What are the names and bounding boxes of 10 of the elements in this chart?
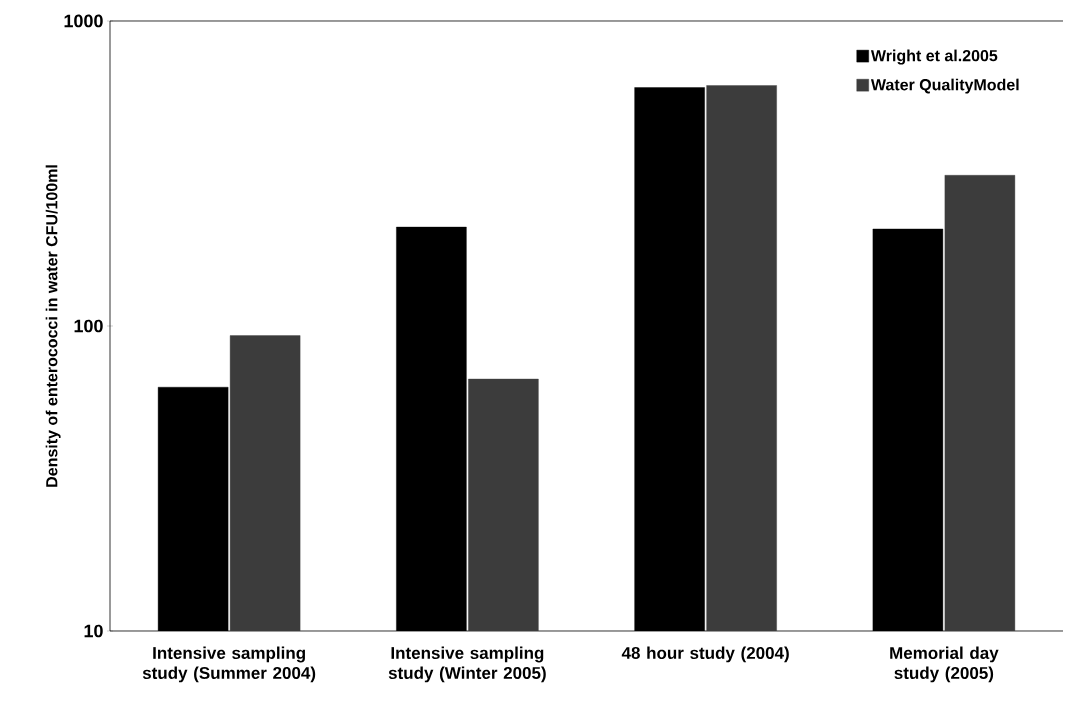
x-tick-label: Intensive sampling study (Summer 2004) xyxy=(142,646,316,683)
y-tick-label: 100 xyxy=(74,319,103,333)
x-tick-label: Intensive sampling study (Winter 2005) xyxy=(388,646,546,683)
x-tick-label: 48 hour study (2004) xyxy=(621,646,789,663)
y-tick-label: 10 xyxy=(84,624,103,638)
legend-label: Water QualityModel xyxy=(870,78,1019,94)
y-tick-label: 1000 xyxy=(64,14,103,28)
y-axis-title: Density of enterococci in water CFU/100ml xyxy=(45,165,61,487)
legend-label: Wright et al.2005 xyxy=(870,49,998,65)
x-tick-label: Memorial day study (2005) xyxy=(890,646,999,683)
